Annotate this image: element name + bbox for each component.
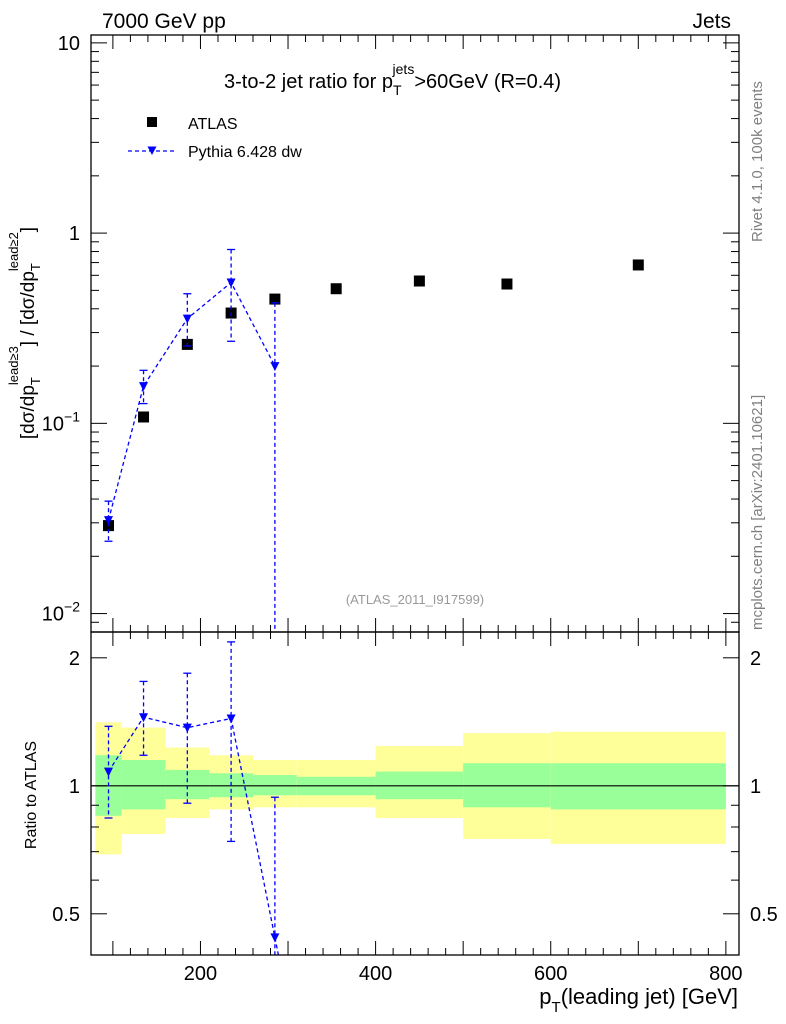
main-y-tick-label: 10−1: [42, 408, 80, 435]
tick-label-exponent: −1: [64, 408, 80, 424]
ratio-y-axis-label: Ratio to ATLAS: [23, 741, 40, 849]
ratio-band-green: [121, 759, 166, 810]
ratio-y-tick-label: 1: [69, 776, 80, 798]
legend-pythia-marker: [147, 146, 157, 155]
ratio-pythia-point: [226, 714, 236, 724]
main-title-sup: jets: [392, 61, 415, 77]
main-y-tick-label: 1: [69, 223, 80, 245]
tick-label-base: 10: [42, 413, 64, 435]
x-tick-label: 800: [709, 963, 742, 985]
ratio-pythia-point: [270, 933, 280, 943]
atlas-point: [501, 278, 513, 290]
ratio-uncertainty-bands: [95, 722, 726, 855]
ratio-pythia-point: [182, 723, 192, 733]
atlas-point: [138, 411, 150, 423]
header-jets: Jets: [692, 10, 731, 33]
pythia-line: [107, 281, 276, 521]
main-data-layer: [103, 248, 644, 632]
x-label-suffix: (leading jet) [GeV]: [561, 984, 738, 1009]
tick-label-base: 10: [42, 604, 64, 626]
ratio-y-tick-label: 2: [69, 648, 80, 670]
pythia-point: [139, 382, 149, 392]
pythia-point: [226, 278, 236, 288]
x-tick-label: 600: [534, 963, 567, 985]
ratio-y-tick-label-right: 1: [750, 776, 761, 798]
x-tick-label: 400: [359, 963, 392, 985]
atlas-point: [330, 283, 342, 295]
main-title-prefix: 3-to-2 jet ratio for p: [224, 71, 393, 93]
ratio-y-tick-label: 0.5: [52, 904, 80, 926]
atlas-point: [413, 275, 425, 287]
pythia-point: [182, 314, 192, 324]
main-y-tick-label: 10: [58, 33, 80, 55]
pythia-point: [270, 362, 280, 372]
x-tick-label: 200: [184, 963, 217, 985]
ratio-pythia-point: [104, 767, 114, 777]
tick-label-exponent: −2: [64, 599, 80, 615]
pythia-point: [104, 516, 114, 526]
legend-atlas-marker: [147, 117, 157, 127]
header-energy: 7000 GeV pp: [102, 10, 226, 33]
ratio-plot-frame: [90, 631, 740, 956]
x-label-sub: T: [552, 999, 561, 1016]
mcplots-label: mcplots.cern.ch [arXiv:2401.10621]: [749, 395, 766, 630]
ratio-y-tick-label-right: 0.5: [750, 904, 778, 926]
ratio-y-tick-label-right: 2: [750, 648, 761, 670]
ratio-pythia-point: [139, 713, 149, 723]
x-axis-label: pT(leading jet) [GeV]: [539, 984, 738, 1016]
legend-atlas-label: ATLAS: [188, 116, 238, 133]
ratio-data-layer: [104, 641, 280, 956]
main-title: 3-to-2 jet ratio for pTjets>60GeV (R=0.4…: [224, 61, 561, 98]
main-title-suffix: >60GeV (R=0.4): [414, 71, 561, 93]
ratio-panel: 2 2 1 1 0.5 0.5 200 400 600 800 Ratio to ATLAS pT…: [23, 631, 778, 1016]
analysis-annotation: (ATLAS_2011_I917599): [346, 592, 484, 607]
atlas-point: [269, 293, 281, 305]
atlas-point: [632, 259, 644, 271]
main-y-axis-label: [dσ/dpTlead≥3] / [dσ/dpTlead≥2]: [6, 227, 43, 439]
main-y-label-text: [dσ/dpTlead≥3] / [dσ/dpTlead≥2]: [6, 227, 43, 439]
x-label-prefix: p: [539, 984, 551, 1009]
main-y-tick-label: 10−2: [42, 599, 80, 626]
ratio-band-green: [253, 775, 297, 796]
ratio-axis-ticks: 2 2 1 1 0.5 0.5 200 400 600 800: [52, 632, 778, 985]
rivet-label: Rivet 4.1.0, 100k events: [749, 81, 766, 242]
legend-pythia-label: Pythia 6.428 dw: [188, 144, 302, 161]
main-title-sub: T: [393, 82, 402, 98]
